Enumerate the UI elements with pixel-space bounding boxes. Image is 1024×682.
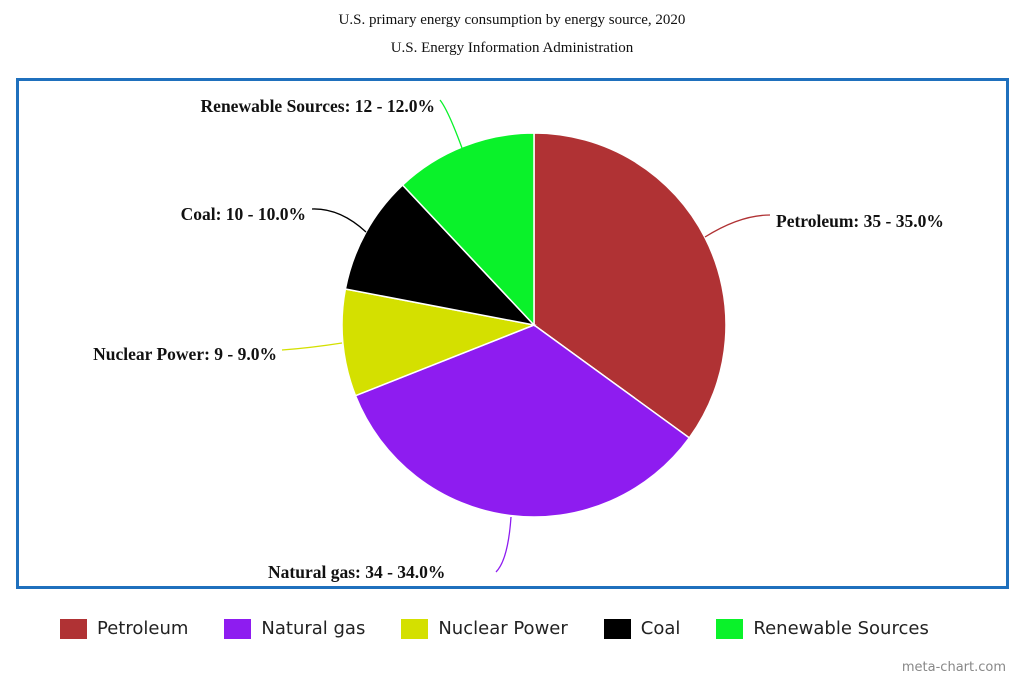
pie-slice-nuclear-power[interactable] [341, 288, 537, 397]
legend-swatch [60, 618, 87, 639]
legend-swatch [401, 618, 429, 639]
data-label: Nuclear Power: 9 - 9.0% [93, 344, 277, 364]
legend-swatch [716, 618, 744, 639]
leader-line [281, 342, 343, 351]
leader-line [311, 208, 367, 233]
pie-slice-natural-gas[interactable] [354, 324, 691, 518]
credit-text: meta-chart.com [901, 660, 1006, 675]
data-label: Coal: 10 - 10.0% [181, 204, 306, 224]
leader-line [439, 99, 463, 149]
pie-slice-petroleum[interactable] [533, 132, 727, 439]
legend-swatch [603, 618, 631, 639]
legend-label: Nuclear Power [438, 618, 568, 639]
plot-frame [16, 78, 1009, 589]
pie-slice-coal[interactable] [344, 183, 537, 327]
legend-label: Petroleum [97, 618, 189, 639]
data-label: Renewable Sources: 12 - 12.0% [201, 96, 435, 116]
legend-label: Coal [640, 618, 681, 639]
legend-item[interactable]: Coal [603, 618, 681, 639]
legend-item[interactable]: Nuclear Power [401, 618, 568, 639]
legend-item[interactable]: Renewable Sources [716, 618, 929, 639]
legend-swatch [224, 618, 252, 639]
leader-line [495, 516, 512, 573]
chart-subtitle: U.S. Energy Information Administration [390, 40, 634, 56]
pie-slice-renewable-sources[interactable] [401, 132, 535, 327]
data-label: Natural gas: 34 - 34.0% [268, 562, 445, 582]
legend-label: Renewable Sources [753, 618, 929, 639]
data-label: Petroleum: 35 - 35.0% [776, 211, 944, 231]
chart-title: U.S. primary energy consumption by energ… [338, 12, 686, 28]
legend: Petroleum Natural gas Nuclear Power Coal Ren… [60, 618, 965, 639]
leader-line [704, 214, 771, 238]
legend-item[interactable]: Natural gas [224, 618, 365, 639]
legend-item[interactable]: Petroleum [60, 618, 188, 639]
legend-label: Natural gas [261, 618, 366, 639]
